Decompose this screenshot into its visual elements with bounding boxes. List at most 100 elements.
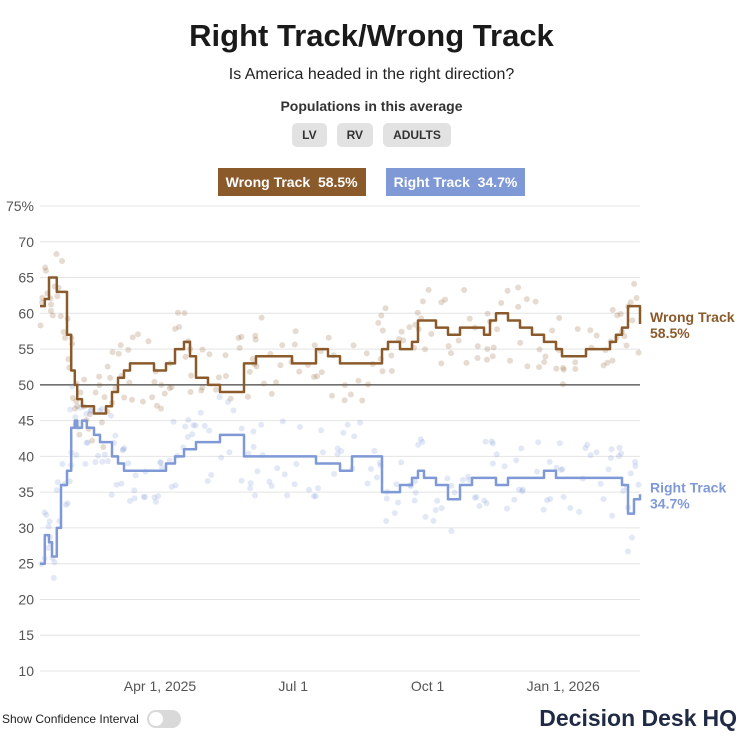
poll-dot (608, 446, 615, 453)
poll-dot (483, 500, 490, 507)
poll-dot (54, 293, 61, 300)
poll-dot (273, 379, 280, 386)
poll-dot (415, 441, 422, 448)
poll-dot (519, 488, 526, 495)
poll-dot (69, 395, 76, 402)
poll-dot (635, 481, 642, 488)
poll-dot (291, 481, 298, 488)
poll-dot (158, 381, 165, 388)
poll-dot (172, 482, 179, 489)
wrong-track-end-label: Wrong Track (650, 309, 735, 325)
right-track-line (40, 419, 642, 565)
poll-dot (77, 389, 84, 396)
poll-dot (319, 449, 326, 456)
poll-dot (488, 438, 495, 445)
poll-dot (314, 373, 321, 380)
poll-dot (117, 342, 124, 349)
y-tick-label: 75% (6, 198, 34, 214)
poll-dot (553, 365, 560, 372)
poll-dot (291, 341, 298, 348)
poll-dot (438, 505, 445, 512)
poll-dot (112, 432, 119, 439)
poll-dot (557, 466, 564, 473)
wrong-track-end-value: 58.5% (650, 325, 690, 341)
poll-dot (188, 372, 195, 379)
poll-dot (168, 384, 175, 391)
poll-dot (609, 306, 616, 313)
poll-dot (57, 313, 64, 320)
population-pill-rv[interactable]: RV (336, 123, 374, 147)
poll-dot (45, 545, 52, 552)
poll-dot (45, 523, 52, 530)
brand-name: Decision Desk (539, 705, 697, 731)
population-pills: LV RV ADULTS (0, 123, 743, 147)
poll-dot (438, 299, 445, 306)
poll-dot (331, 470, 338, 477)
poll-dot (445, 343, 452, 350)
poll-dot (615, 453, 622, 460)
poll-dot (371, 447, 378, 454)
poll-dot (121, 394, 128, 401)
wrong-track-line (40, 276, 642, 415)
poll-dot (587, 452, 594, 459)
poll-dot (249, 356, 256, 363)
poll-dot (627, 470, 634, 477)
poll-dot (553, 464, 560, 471)
poll-dot (48, 301, 55, 308)
poll-dot (519, 486, 526, 493)
poll-dot (383, 517, 390, 524)
poll-dot (489, 440, 496, 447)
poll-dot (476, 502, 483, 509)
confidence-interval-toggle[interactable] (146, 710, 181, 728)
poll-dot (155, 493, 162, 500)
poll-dot (310, 373, 317, 380)
poll-dot (351, 433, 358, 440)
poll-dot (623, 342, 630, 349)
poll-dot (95, 452, 102, 459)
poll-dot (489, 460, 496, 467)
x-tick-label: Jan 1, 2026 (527, 678, 600, 694)
legend-wrong-value: 58.5% (317, 174, 358, 190)
poll-dot (115, 350, 122, 357)
y-tick-label: 10 (18, 663, 34, 679)
poll-dot (576, 508, 583, 515)
legend-wrong-label: Wrong Track (225, 174, 311, 190)
poll-dot (206, 427, 213, 434)
poll-dot (104, 363, 111, 370)
poll-dot (199, 346, 206, 353)
poll-dot (107, 412, 114, 419)
poll-dot (559, 466, 566, 473)
poll-dot (258, 421, 265, 428)
poll-dot (184, 434, 191, 441)
poll-dot (72, 405, 79, 412)
poll-dot (59, 257, 66, 264)
poll-dot (224, 398, 231, 405)
right-track-end-label: Right Track (650, 479, 726, 495)
populations-label: Populations in this average (280, 98, 463, 114)
population-pill-lv[interactable]: LV (292, 123, 327, 147)
poll-dot (318, 427, 325, 434)
y-tick-label: 55 (18, 341, 34, 357)
poll-dot (482, 438, 489, 445)
poll-dot (535, 439, 542, 446)
poll-dot (546, 458, 553, 465)
poll-dot (145, 338, 152, 345)
poll-dot (141, 493, 148, 500)
poll-dot (50, 574, 57, 581)
poll-dot (556, 440, 563, 447)
poll-dot (139, 398, 146, 405)
poll-dot (268, 390, 275, 397)
poll-dot (279, 342, 286, 349)
poll-dot (176, 324, 183, 331)
y-tick-label: 45 (18, 413, 34, 429)
poll-dot (216, 394, 223, 401)
poll-dot (378, 312, 385, 319)
poll-dot (607, 455, 614, 462)
population-pill-adults[interactable]: ADULTS (383, 123, 451, 147)
poll-dot (614, 312, 621, 319)
confidence-interval-label: Show Confidence Interval (2, 712, 139, 726)
poll-dot (620, 487, 627, 494)
poll-dot (632, 458, 639, 465)
poll-dot (96, 373, 103, 380)
poll-dot (391, 510, 398, 517)
